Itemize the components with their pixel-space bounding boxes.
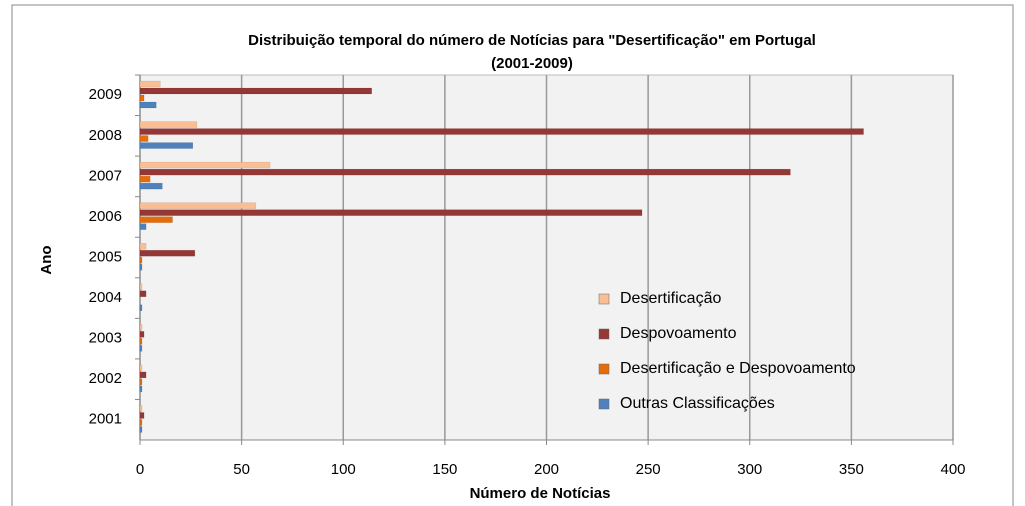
bar — [139, 331, 145, 338]
y-tick-label: 2001 — [89, 411, 122, 428]
bar — [139, 182, 163, 190]
x-tick-label: 100 — [331, 461, 356, 478]
bar — [139, 324, 143, 331]
legend-label: Desertificação e Despovoamento — [620, 360, 856, 377]
bar — [139, 256, 143, 264]
y-tick-label: 2006 — [89, 208, 122, 225]
bar — [139, 87, 372, 95]
y-tick-label: 2007 — [89, 167, 122, 184]
bar — [139, 345, 143, 352]
bar — [139, 216, 173, 223]
x-tick-label: 150 — [432, 461, 457, 478]
legend-label: Outras Classificações — [620, 395, 775, 412]
y-tick-label: 2009 — [89, 86, 122, 103]
legend-label: Despovoamento — [620, 325, 737, 342]
bar — [139, 168, 791, 176]
y-tick-label: 2003 — [89, 330, 122, 347]
bar — [139, 161, 271, 169]
bar — [139, 290, 147, 298]
bar — [139, 202, 257, 209]
bar — [139, 175, 151, 183]
x-tick-label: 0 — [136, 461, 144, 478]
chart-title: Distribuição temporal do número de Notíc… — [248, 32, 816, 49]
bar — [139, 364, 143, 372]
bar — [139, 101, 157, 109]
bar — [139, 338, 143, 345]
bar — [139, 135, 149, 142]
x-tick-label: 50 — [233, 461, 250, 478]
bar — [139, 385, 143, 393]
legend-label: Desertificação — [620, 290, 721, 307]
bar — [139, 142, 194, 149]
y-tick-label: 2008 — [89, 127, 122, 144]
bar — [139, 223, 147, 230]
bar — [139, 405, 143, 412]
y-tick-label: 2002 — [89, 370, 122, 387]
y-tick-label: 2004 — [89, 289, 122, 306]
bar — [139, 128, 864, 135]
y-axis-label: Ano — [38, 245, 55, 274]
bar — [139, 371, 147, 379]
legend-swatch — [598, 363, 610, 375]
bar — [139, 209, 643, 216]
bar — [139, 426, 143, 433]
x-tick-label: 200 — [534, 461, 559, 478]
bar — [139, 419, 143, 426]
bar — [139, 412, 145, 419]
bar — [139, 283, 143, 291]
y-tick-label: 2005 — [89, 248, 122, 265]
legend-swatch — [598, 398, 610, 410]
x-tick-label: 250 — [636, 461, 661, 478]
legend — [588, 280, 934, 425]
bar — [139, 249, 196, 257]
bar — [139, 80, 161, 88]
bar — [139, 121, 198, 128]
bar — [139, 263, 143, 271]
x-tick-label: 300 — [737, 461, 762, 478]
x-axis-label: Número de Notícias — [470, 485, 611, 502]
legend-swatch — [598, 293, 610, 305]
bar — [139, 242, 147, 250]
x-tick-label: 400 — [940, 461, 965, 478]
x-tick-label: 350 — [839, 461, 864, 478]
bar — [139, 378, 143, 386]
bar — [139, 304, 143, 312]
legend-swatch — [598, 328, 610, 340]
bar — [139, 94, 145, 102]
chart-title: (2001-2009) — [491, 55, 573, 72]
